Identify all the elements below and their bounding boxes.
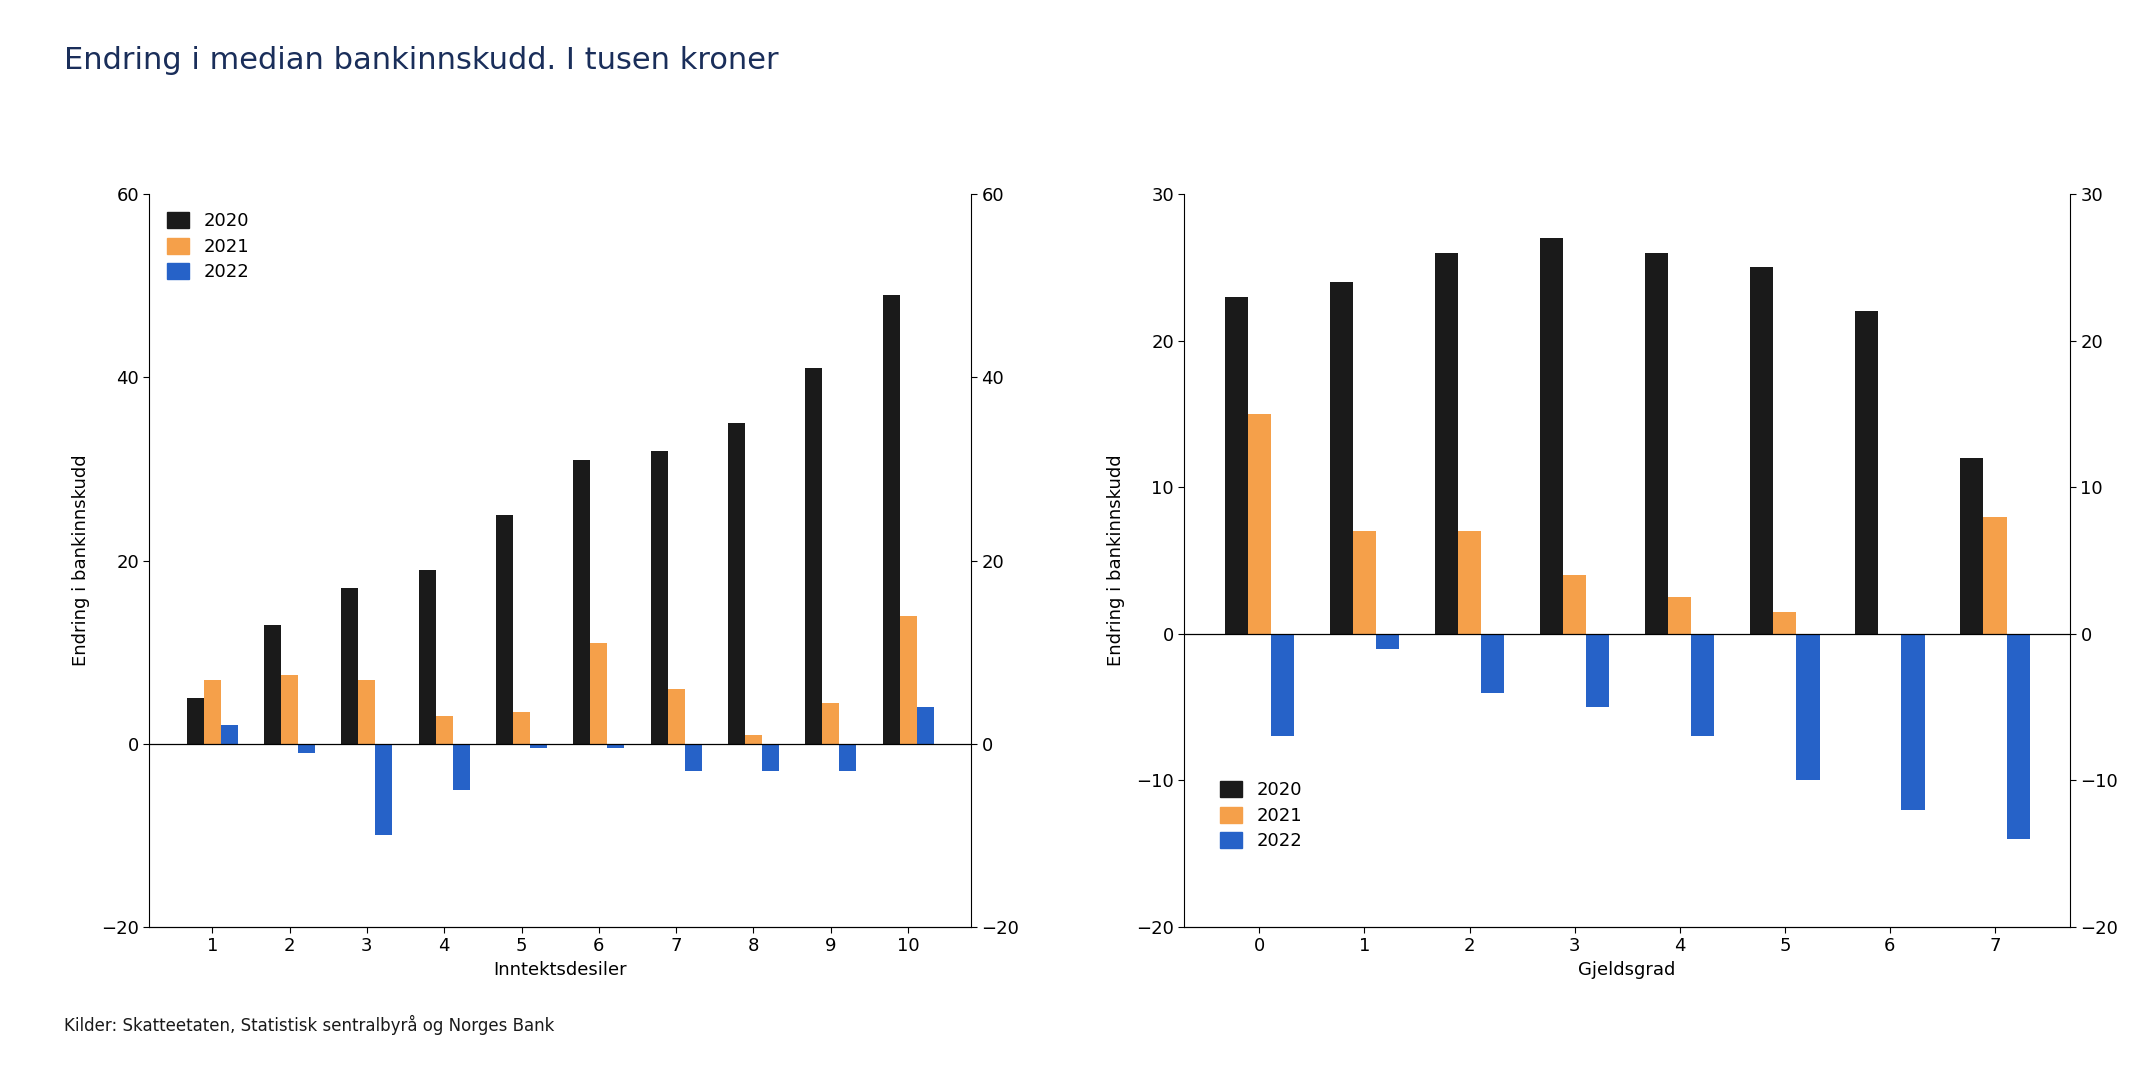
Bar [2006,634,2029,839]
Bar [1272,634,1293,736]
Bar [529,744,546,748]
Bar [1376,634,1400,649]
Bar [452,744,469,789]
Bar [685,744,702,772]
Bar [1458,531,1481,634]
Bar [1586,634,1609,707]
Bar [918,707,935,744]
Bar [651,451,668,744]
Bar [203,679,220,744]
Bar [1901,634,1925,810]
Bar [1961,458,1982,634]
Bar [341,589,359,744]
Bar [282,675,299,744]
Bar [805,368,822,744]
Y-axis label: Endring i bankinnskudd: Endring i bankinnskudd [73,455,90,666]
Bar [1692,634,1714,736]
Bar [668,689,685,744]
Bar [1562,576,1586,634]
Bar [745,735,762,744]
Bar [608,744,625,748]
Bar [728,423,745,744]
Bar [591,642,608,744]
Bar [418,569,435,744]
Bar [822,703,839,744]
Bar [901,616,918,744]
Text: Endring i median bankinnskudd. I tusen kroner: Endring i median bankinnskudd. I tusen k… [64,46,779,75]
Bar [376,744,393,835]
Bar [883,294,901,744]
Bar [188,699,203,744]
Bar [435,717,452,744]
Bar [220,725,237,744]
Bar [1248,414,1272,634]
Bar [359,679,376,744]
Bar [512,711,529,744]
Bar [1669,597,1692,634]
Bar [1353,531,1376,634]
X-axis label: Gjeldsgrad: Gjeldsgrad [1579,962,1675,979]
Bar [265,625,282,744]
Legend: 2020, 2021, 2022: 2020, 2021, 2022 [1212,772,1310,859]
Y-axis label: Endring i bankinnskudd: Endring i bankinnskudd [1108,455,1125,666]
Legend: 2020, 2021, 2022: 2020, 2021, 2022 [158,203,258,290]
Bar [574,459,591,744]
Bar [839,744,856,772]
Bar [299,744,316,752]
Bar [1797,634,1820,780]
Bar [762,744,779,772]
Bar [1645,252,1669,634]
Bar [1225,296,1248,634]
Bar [1773,612,1797,634]
Bar [1750,267,1773,634]
X-axis label: Inntektsdesiler: Inntektsdesiler [493,962,627,979]
Bar [1854,312,1878,634]
Bar [495,515,512,744]
Bar [1434,252,1458,634]
Bar [1541,238,1562,634]
Bar [1481,634,1504,692]
Bar [1982,516,2006,634]
Text: Kilder: Skatteetaten, Statistisk sentralbyrå og Norges Bank: Kilder: Skatteetaten, Statistisk sentral… [64,1014,555,1035]
Bar [1329,282,1353,634]
